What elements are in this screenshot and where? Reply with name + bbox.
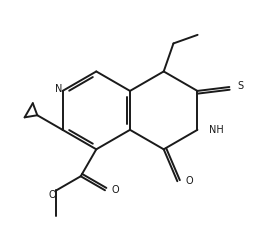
Text: O: O bbox=[185, 176, 193, 186]
Text: NH: NH bbox=[209, 125, 224, 135]
Text: O: O bbox=[112, 185, 120, 195]
Text: N: N bbox=[55, 84, 63, 94]
Text: S: S bbox=[237, 81, 243, 91]
Text: O: O bbox=[49, 190, 56, 200]
